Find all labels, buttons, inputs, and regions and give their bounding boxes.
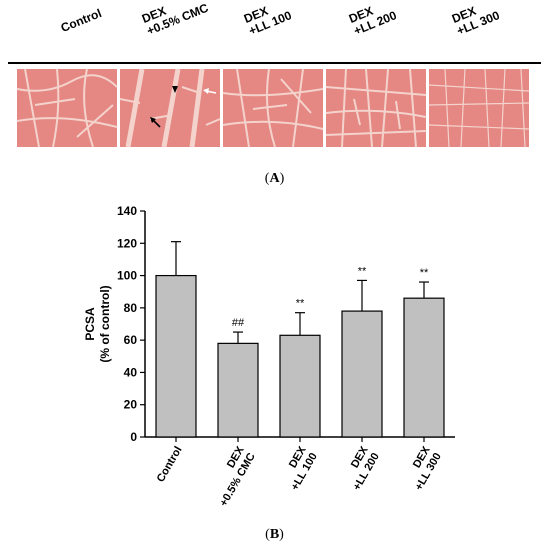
y-axis-label: PCSA(% of control)	[83, 285, 112, 362]
y-tick-label: 100	[117, 269, 137, 283]
histology-image-dex-cmc	[120, 69, 220, 147]
histology-image-dex-ll100	[223, 69, 323, 147]
pcsa-bar-chart: 0 20 40 60 80 100 120 140 PCSA(% of control) Cont…	[83, 204, 455, 509]
panel-a-column-headers: Control DEX +0.5% CMC DEX +LL 100 DEX +LL 2…	[0, 0, 549, 62]
histology-image-control	[17, 69, 117, 147]
x-tick-label: DEX+LL 100	[278, 444, 321, 493]
y-tick-label: 80	[124, 301, 138, 315]
panel-a-caption: (A)	[264, 171, 285, 186]
significance-label: ##	[232, 317, 245, 329]
x-tick-label: DEX+LL 200	[340, 444, 383, 493]
significance-label: **	[420, 267, 429, 279]
y-tick-label: 140	[117, 204, 137, 218]
column-header: DEX +LL 200	[346, 3, 399, 38]
bar	[403, 297, 445, 438]
x-tick-label: DEX+0.5% CMC	[206, 444, 258, 509]
bar	[155, 274, 197, 438]
y-tick-label: 0	[130, 430, 137, 444]
y-tick-label: 60	[124, 333, 138, 347]
column-header: Control	[58, 6, 104, 35]
significance-label: **	[358, 265, 367, 277]
header-divider-line	[8, 62, 541, 64]
significance-label: **	[296, 298, 305, 310]
column-header: DEX +0.5% CMC	[139, 0, 211, 39]
x-tick-label: Control	[155, 445, 185, 485]
histology-image-dex-ll200	[326, 69, 426, 147]
histology-image-dex-ll300	[429, 69, 529, 147]
bar	[279, 334, 321, 438]
y-tick-label: 20	[124, 398, 138, 412]
bar	[217, 342, 259, 438]
y-tick-label: 40	[124, 365, 138, 379]
panel-b-caption: (B)	[265, 527, 284, 542]
bar	[341, 310, 383, 438]
x-tick-label: DEX+LL 300	[402, 444, 445, 493]
column-header: DEX +LL 300	[449, 3, 502, 38]
column-header: DEX +LL 100	[241, 3, 294, 38]
y-tick-label: 120	[117, 236, 137, 250]
